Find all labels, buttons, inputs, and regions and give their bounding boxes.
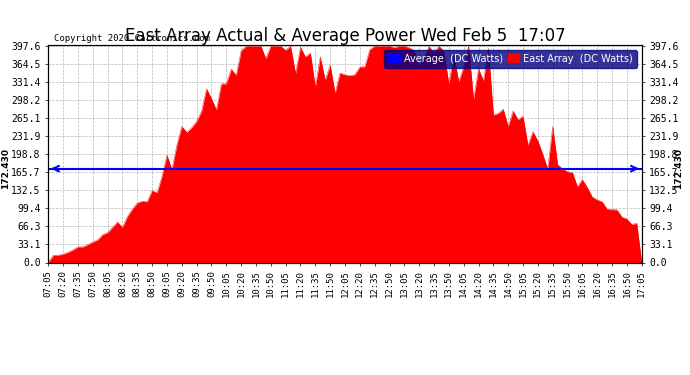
Legend: Average  (DC Watts), East Array  (DC Watts): Average (DC Watts), East Array (DC Watts… [384, 50, 637, 68]
Text: 172.430: 172.430 [674, 148, 683, 189]
Title: East Array Actual & Average Power Wed Feb 5  17:07: East Array Actual & Average Power Wed Fe… [125, 27, 565, 45]
Text: Copyright 2020 Cartronics.com: Copyright 2020 Cartronics.com [55, 34, 210, 43]
Text: 172.430: 172.430 [1, 148, 10, 189]
